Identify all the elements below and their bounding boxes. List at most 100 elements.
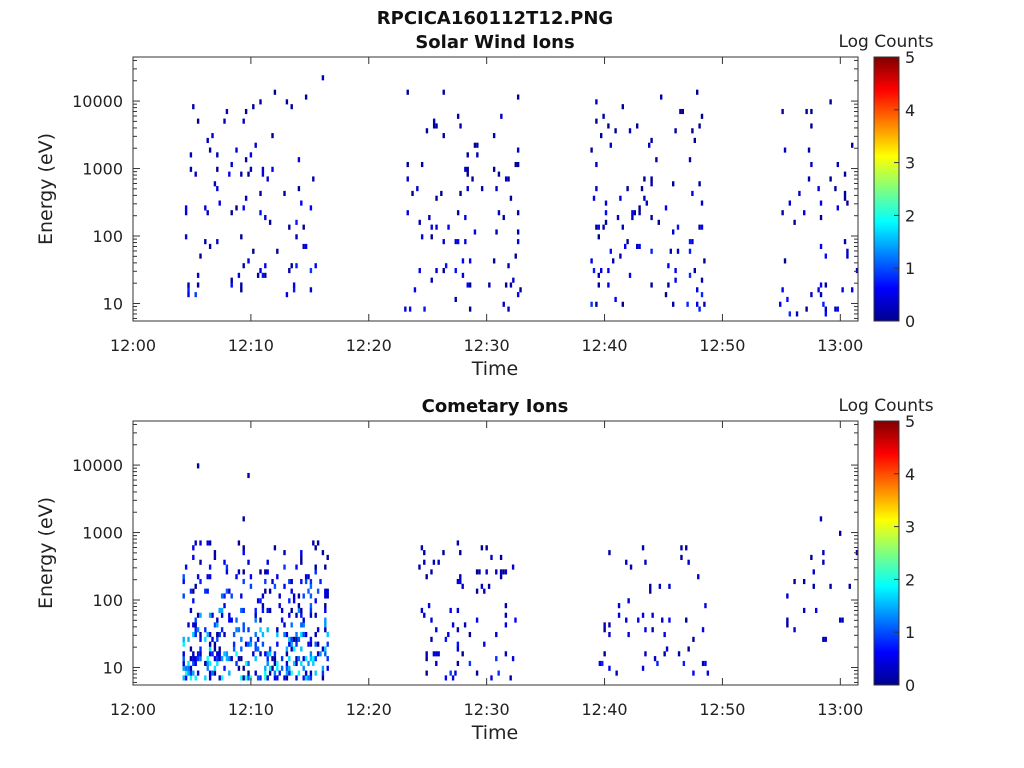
spectrogram-cell bbox=[247, 559, 250, 565]
spectrogram-cell bbox=[290, 622, 293, 628]
spectrogram-cell bbox=[603, 651, 606, 657]
spectrogram-cell bbox=[254, 646, 257, 652]
spectrogram-cell bbox=[321, 646, 325, 652]
spectrogram-cell bbox=[597, 224, 600, 230]
spectrogram-cell bbox=[261, 641, 265, 647]
spectrogram-cell bbox=[504, 612, 508, 618]
spectrogram-cell bbox=[810, 554, 813, 560]
spectrogram-cell bbox=[216, 239, 219, 245]
spectrogram-cell bbox=[657, 219, 660, 225]
colorbar-tick-label: 3 bbox=[905, 518, 915, 537]
spectrogram-cell bbox=[814, 607, 818, 614]
spectrogram-cell bbox=[302, 665, 305, 671]
spectrogram-cell bbox=[507, 176, 510, 182]
spectrogram-cell bbox=[456, 607, 460, 614]
spectrogram-cell bbox=[187, 636, 190, 642]
spectrogram-cell bbox=[276, 574, 279, 580]
spectrogram-cell bbox=[285, 646, 289, 652]
spectrogram-cell bbox=[696, 287, 699, 293]
spectrogram-cell bbox=[437, 651, 440, 657]
spectrogram-cell bbox=[435, 195, 438, 201]
spectrogram-cell bbox=[247, 258, 250, 264]
spectrogram-cell bbox=[295, 675, 298, 681]
spectrogram-cell bbox=[819, 282, 823, 288]
spectrogram-cell bbox=[271, 656, 274, 662]
spectrogram-cell bbox=[218, 675, 221, 681]
spectrogram-cell bbox=[199, 631, 202, 638]
spectrogram-cell bbox=[836, 161, 840, 168]
y-tick-label: 100 bbox=[92, 227, 123, 246]
x-axis-label: Time bbox=[471, 722, 519, 744]
x-tick-label: 12:50 bbox=[699, 700, 745, 719]
spectrogram-cell bbox=[302, 243, 305, 250]
spectrogram-cell bbox=[624, 243, 627, 250]
spectrogram-cell bbox=[259, 675, 262, 681]
spectrogram-cell bbox=[603, 622, 606, 628]
x-tick-label: 12:30 bbox=[464, 336, 510, 355]
spectrogram-cell bbox=[295, 636, 298, 642]
spectrogram-cell bbox=[507, 263, 510, 269]
y-tick-label: 10 bbox=[103, 294, 123, 313]
spectrogram-cell bbox=[425, 128, 429, 134]
spectrogram-cell bbox=[703, 258, 706, 264]
spectrogram-cell bbox=[326, 588, 329, 594]
spectrogram-cell bbox=[418, 564, 421, 570]
spectrogram-cell bbox=[698, 306, 701, 312]
spectrogram-cell bbox=[216, 660, 219, 667]
spectrogram-cell bbox=[213, 641, 217, 647]
spectrogram-cell bbox=[228, 656, 231, 662]
spectrogram-cell bbox=[240, 636, 243, 642]
spectrogram-cell bbox=[783, 258, 787, 264]
spectrogram-cell bbox=[314, 263, 317, 269]
spectrogram-cell bbox=[621, 104, 624, 110]
spectrogram-cell bbox=[454, 239, 457, 245]
spectrogram-cell bbox=[259, 617, 262, 623]
spectrogram-cell bbox=[242, 675, 245, 681]
x-tick-label: 12:20 bbox=[346, 700, 392, 719]
spectrogram-cell bbox=[240, 656, 243, 662]
spectrogram-cell bbox=[626, 239, 629, 245]
spectrogram-cell bbox=[324, 646, 327, 652]
spectrogram-cell bbox=[442, 267, 445, 274]
spectrogram-cell bbox=[600, 267, 603, 274]
spectrogram-cell bbox=[290, 607, 293, 614]
x-tick-label: 13:00 bbox=[817, 700, 863, 719]
spectrogram-cell bbox=[614, 296, 617, 303]
spectrogram-cell bbox=[497, 171, 501, 177]
spectrogram-cell bbox=[223, 603, 226, 609]
spectrogram-cell bbox=[242, 550, 245, 556]
spectrogram-cell bbox=[288, 641, 291, 647]
spectrogram-cell bbox=[627, 631, 630, 638]
spectrogram-cell bbox=[674, 277, 677, 283]
x-tick-label: 12:30 bbox=[464, 700, 510, 719]
spectrogram-cell bbox=[309, 583, 313, 589]
spectrogram-cell bbox=[597, 272, 600, 278]
spectrogram-cell bbox=[617, 603, 621, 609]
spectrogram-cell bbox=[408, 306, 412, 312]
spectrogram-cell bbox=[456, 627, 460, 633]
spectrogram-cell bbox=[199, 253, 202, 259]
spectrogram-cell bbox=[228, 612, 231, 618]
spectrogram-cell bbox=[194, 540, 197, 546]
y-axis-label: Energy (eV) bbox=[35, 133, 57, 245]
spectrogram-cell bbox=[240, 646, 243, 652]
spectrogram-cell bbox=[230, 656, 233, 662]
spectrogram-cell bbox=[416, 186, 419, 192]
spectrogram-cell bbox=[208, 646, 212, 652]
spectrogram-cell bbox=[192, 651, 195, 657]
spectrogram-cell bbox=[261, 272, 265, 278]
spectrogram-cell bbox=[264, 651, 267, 657]
spectrogram-cell bbox=[519, 287, 522, 293]
spectrogram-cell bbox=[213, 550, 217, 556]
spectrogram-cell bbox=[590, 301, 593, 307]
spectrogram-cell bbox=[268, 670, 272, 676]
spectrogram-cell bbox=[194, 171, 197, 177]
spectrogram-cell bbox=[608, 665, 611, 671]
spectrogram-cell bbox=[495, 569, 498, 575]
spectrogram-cell bbox=[302, 617, 305, 623]
spectrogram-cell bbox=[218, 631, 221, 638]
spectrogram-cell bbox=[196, 627, 200, 633]
spectrogram-cell bbox=[264, 578, 267, 585]
spectrogram-cell bbox=[483, 641, 486, 647]
spectrogram-cell bbox=[276, 627, 279, 633]
